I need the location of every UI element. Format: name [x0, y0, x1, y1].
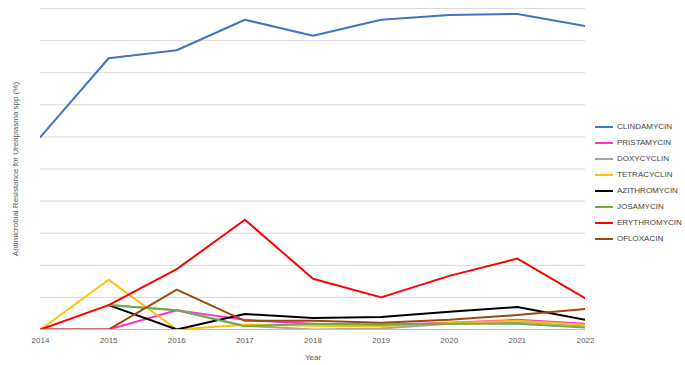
svg-text:2017: 2017 — [236, 336, 254, 345]
svg-text:2019: 2019 — [372, 336, 390, 345]
html-text:AZITHROMYCIN: AZITHROMYCIN — [617, 186, 678, 195]
svg-text:2022: 2022 — [577, 336, 595, 345]
svg-text:2014: 2014 — [32, 336, 50, 345]
html-text:JOSAMYCIN: JOSAMYCIN — [617, 202, 664, 211]
svg-text:Year: Year — [305, 353, 322, 362]
svg-text:2016: 2016 — [168, 336, 186, 345]
html-text:CLINDAMYCIN: CLINDAMYCIN — [617, 122, 673, 131]
svg-text:Antimicrobial Resistance for U: Antimicrobial Resistance for Ureaplasma … — [11, 82, 20, 257]
html-text:OFLOXACIN: OFLOXACIN — [617, 234, 664, 243]
html-text:DOXYCYCLIN: DOXYCYCLIN — [617, 154, 669, 163]
html-text:PRISTAMYCIN: PRISTAMYCIN — [617, 138, 672, 147]
svg-text:2021: 2021 — [508, 336, 526, 345]
html-text:ERYTHROMYCIN: ERYTHROMYCIN — [617, 218, 682, 227]
svg-text:2015: 2015 — [100, 336, 118, 345]
html-text:TETRACYCLIN: TETRACYCLIN — [617, 170, 673, 179]
svg-text:2018: 2018 — [304, 336, 322, 345]
svg-text:2020: 2020 — [440, 336, 458, 345]
